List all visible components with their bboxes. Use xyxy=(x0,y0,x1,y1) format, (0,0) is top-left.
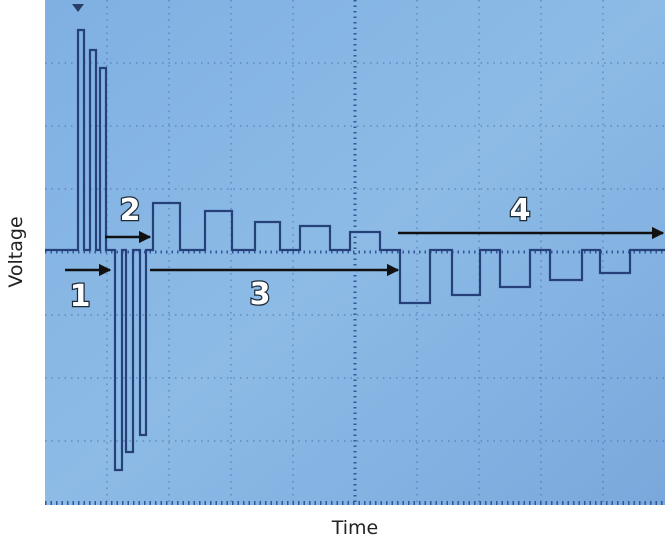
annotation-label: 3 xyxy=(250,277,271,312)
figure: 1 2 3 4 Time Voltage xyxy=(0,0,665,545)
annotation-label: 2 xyxy=(120,193,141,228)
annotation-label: 4 xyxy=(510,193,531,228)
y-axis-label: Voltage xyxy=(5,216,27,287)
x-axis-label: Time xyxy=(331,517,379,539)
annotation-label: 1 xyxy=(70,279,91,314)
